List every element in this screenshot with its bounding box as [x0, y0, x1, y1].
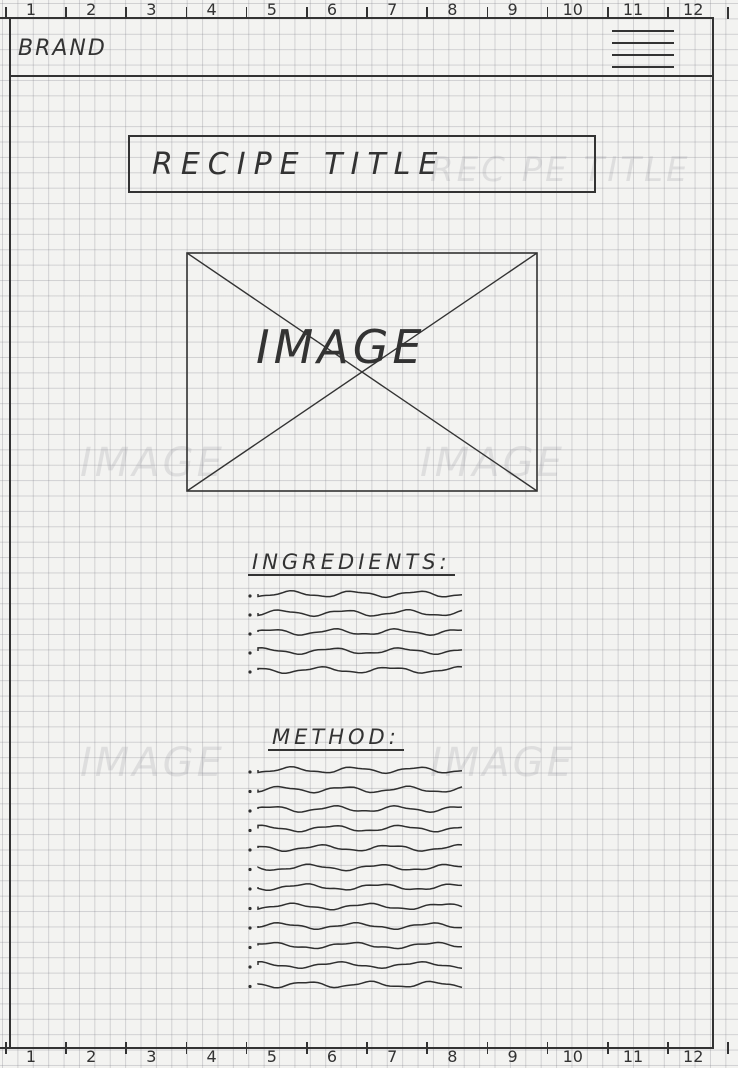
placeholder-line [257, 921, 462, 931]
image-placeholder-icon [186, 252, 538, 492]
bullet-dot [248, 965, 252, 969]
ghost-text: REC PE TITLE [430, 150, 691, 190]
ruler-number: 11 [622, 1047, 644, 1066]
bullet-dot [248, 945, 252, 950]
bullet-dot [248, 594, 252, 598]
ruler-number: 4 [206, 0, 217, 19]
ruler-number: 10 [562, 0, 583, 19]
bullet-dot [248, 848, 252, 852]
ruler-tick [486, 7, 489, 19]
ruler-number: 7 [387, 0, 398, 19]
ruler-number: 11 [622, 0, 644, 19]
ruler-number: 10 [562, 1047, 583, 1066]
ruler-number: 1 [25, 1047, 37, 1066]
ghost-text: IMAGE [80, 740, 225, 786]
bullet-dot [248, 613, 252, 617]
ruler-number: 9 [507, 0, 518, 19]
bullet-dot [248, 809, 252, 813]
ruler-tick [306, 7, 308, 19]
placeholder-line [257, 646, 463, 656]
bullet-dot [248, 926, 252, 930]
page-left-border [9, 17, 11, 1049]
image-label: IMAGE [256, 320, 426, 374]
ruler-number: 7 [387, 1047, 398, 1066]
placeholder-line [257, 665, 463, 674]
placeholder-text-lines [248, 765, 463, 989]
ruler-number: 3 [146, 0, 157, 19]
ghost-text: IMAGE [420, 440, 565, 486]
bottom-ruler-baseline [0, 1047, 714, 1049]
header-divider [9, 75, 713, 77]
placeholder-line [257, 628, 463, 636]
ruler-tick [65, 7, 67, 19]
ingredients-list [244, 586, 476, 691]
ruler-number: 9 [507, 1047, 518, 1066]
bullet-dot [248, 651, 252, 655]
hamburger-menu-icon[interactable] [612, 30, 674, 68]
bullet-dot [248, 906, 252, 911]
ruler-tick [366, 7, 368, 19]
ruler-number: 2 [86, 1047, 97, 1066]
page-right-border [712, 17, 714, 1049]
ruler-number: 8 [447, 1047, 458, 1066]
placeholder-line [257, 883, 463, 892]
recipe-title: RECIPE TITLE [152, 146, 446, 182]
ruler-tick [426, 7, 428, 19]
top-ruler-baseline [0, 17, 714, 19]
placeholder-line [257, 960, 463, 970]
ruler-tick [607, 7, 609, 19]
ruler-number: 8 [447, 0, 458, 19]
ruler-tick [5, 7, 7, 19]
placeholder-line [257, 765, 463, 775]
ruler-tick [125, 7, 127, 19]
recipe-title-box: RECIPE TITLE [128, 135, 596, 193]
ruler-number: 3 [146, 1047, 157, 1066]
placeholder-line [257, 824, 463, 833]
ruler-tick [185, 7, 188, 19]
method-list [244, 762, 476, 1006]
bullet-dot [248, 670, 252, 674]
bullet-dot [248, 770, 252, 774]
bullet-dot [248, 828, 252, 833]
ghost-text: IMAGE [430, 740, 575, 786]
bullet-dot [248, 887, 252, 891]
placeholder-line [257, 589, 463, 599]
ruler-tick [245, 7, 248, 19]
bullet-dot [248, 789, 252, 794]
placeholder-line [257, 785, 463, 794]
ingredients-heading: INGREDIENTS: [248, 550, 455, 576]
placeholder-line [257, 980, 463, 989]
ruler-tick [546, 7, 549, 19]
placeholder-line [257, 902, 463, 911]
ruler-tick [727, 1042, 729, 1054]
placeholder-line [257, 941, 462, 950]
ruler-number: 6 [326, 0, 338, 19]
ruler-tick [727, 7, 729, 19]
placeholder-line [257, 608, 463, 618]
ruler-number: 12 [683, 0, 704, 19]
brand-logo[interactable]: BRAND [18, 36, 107, 61]
bullet-dot [248, 632, 252, 636]
ruler-number: 6 [326, 1047, 338, 1066]
recipe-image-placeholder: IMAGE [186, 252, 538, 492]
bullet-dot [248, 984, 252, 989]
bullet-dot [248, 867, 252, 872]
ruler-number: 5 [266, 0, 277, 19]
ghost-text: IMAGE [80, 440, 225, 486]
ruler-number: 4 [206, 1047, 217, 1066]
ruler-number: 5 [266, 1047, 277, 1066]
method-heading: METHOD: [268, 725, 404, 751]
placeholder-line [257, 843, 463, 852]
ruler-tick [667, 7, 669, 19]
ruler-number: 2 [86, 0, 97, 19]
ruler-number: 1 [25, 0, 37, 19]
placeholder-line [257, 805, 463, 813]
ruler-number: 12 [683, 1047, 704, 1066]
placeholder-text-lines [248, 589, 463, 674]
placeholder-line [257, 863, 463, 872]
